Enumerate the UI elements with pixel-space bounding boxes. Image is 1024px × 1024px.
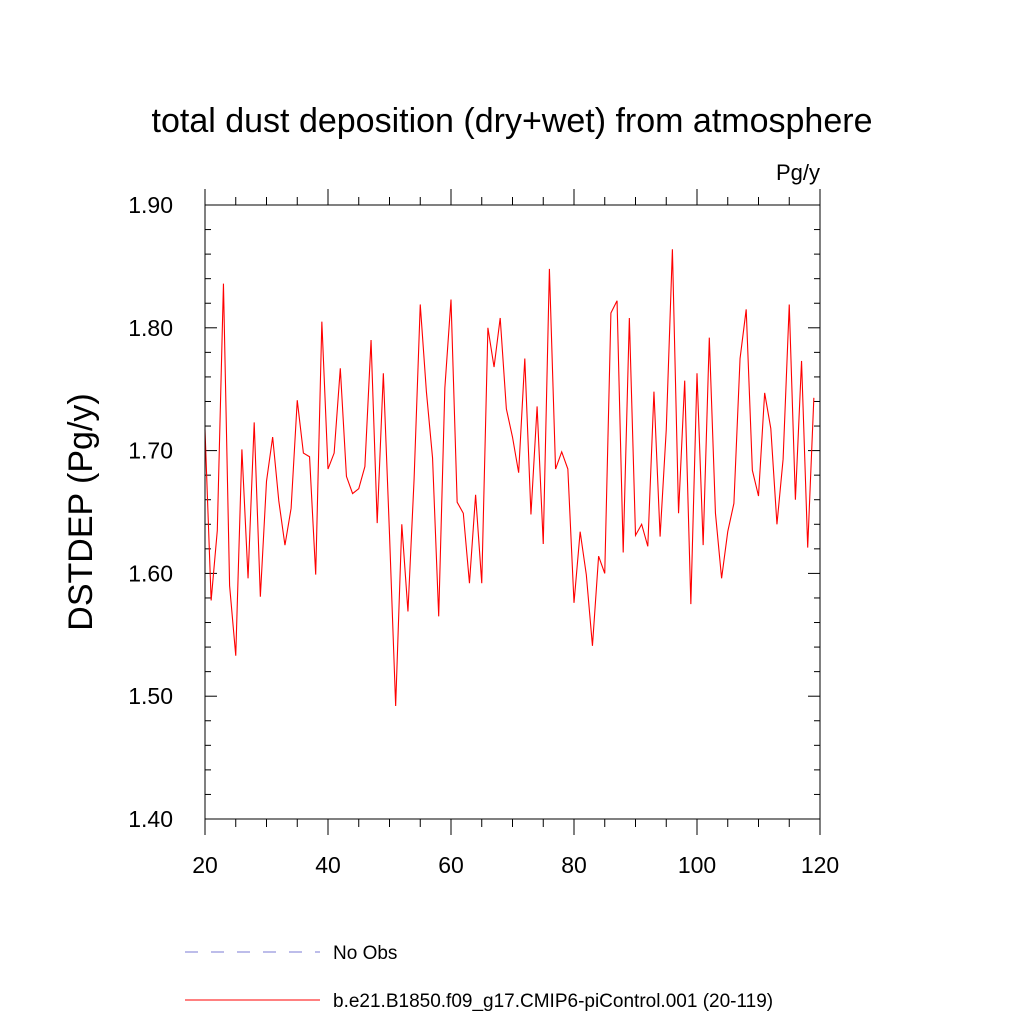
- x-tick-label: 120: [801, 852, 839, 878]
- series-line-0: [204, 249, 815, 707]
- plot-frame: [204, 204, 821, 820]
- y-tick-label: 1.50: [128, 683, 173, 709]
- legend-label-picontrol: b.e21.B1850.f09_g17.CMIP6-piControl.001 …: [333, 991, 773, 1012]
- y-tick-label: 1.70: [128, 438, 173, 464]
- units-label: Pg/y: [776, 160, 820, 185]
- x-tick-label: 20: [192, 852, 218, 878]
- y-tick-label: 1.40: [128, 806, 173, 832]
- y-tick-label: 1.60: [128, 560, 173, 586]
- legend-label-no-obs: No Obs: [333, 943, 397, 964]
- y-tick-label: 1.90: [128, 192, 173, 218]
- x-tick-label: 40: [315, 852, 341, 878]
- legend: No Obs b.e21.B1850.f09_g17.CMIP6-piContr…: [185, 943, 773, 1012]
- x-tick-label: 60: [438, 852, 464, 878]
- x-tick-label: 80: [561, 852, 587, 878]
- y-axis-label: DSTDEP (Pg/y): [62, 393, 100, 630]
- x-tick-label: 100: [678, 852, 716, 878]
- y-tick-label: 1.80: [128, 315, 173, 341]
- chart-title: total dust deposition (dry+wet) from atm…: [152, 102, 873, 140]
